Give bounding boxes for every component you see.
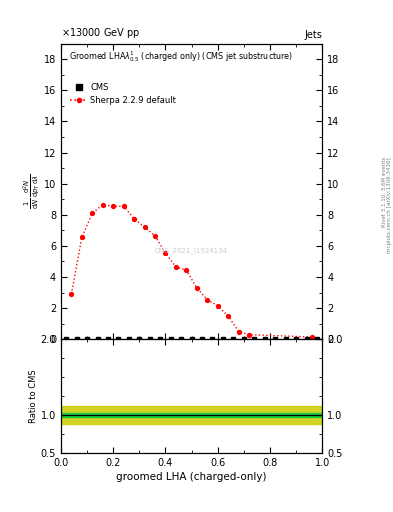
Text: Jets: Jets (305, 30, 322, 40)
Text: Rivet 3.1.10, 3.6M events
mcplots.cern.ch [arXiv:1306.3436]: Rivet 3.1.10, 3.6M events mcplots.cern.c… (382, 157, 392, 252)
Legend: CMS, Sherpa 2.2.9 default: CMS, Sherpa 2.2.9 default (70, 83, 176, 105)
Text: Groomed LHA$\lambda^1_{0.5}$ (charged only) (CMS jet substructure): Groomed LHA$\lambda^1_{0.5}$ (charged on… (69, 50, 293, 65)
Text: $\times$13000 GeV pp: $\times$13000 GeV pp (61, 26, 140, 40)
Text: CMS_2021_I1924134: CMS_2021_I1924134 (155, 247, 228, 254)
Y-axis label: Ratio to CMS: Ratio to CMS (29, 370, 38, 423)
X-axis label: groomed LHA (charged-only): groomed LHA (charged-only) (116, 472, 267, 482)
Y-axis label: $\frac{1}{\mathrm{d}N}\,\frac{\mathrm{d}^2N}{\mathrm{d}p_T\,\mathrm{d}\lambda}$: $\frac{1}{\mathrm{d}N}\,\frac{\mathrm{d}… (22, 174, 42, 209)
